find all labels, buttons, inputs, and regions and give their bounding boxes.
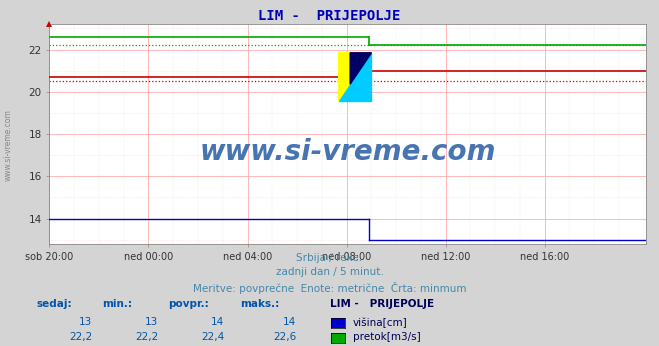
Text: 22,6: 22,6: [273, 332, 297, 342]
Text: 13: 13: [145, 317, 158, 327]
Text: 22,2: 22,2: [135, 332, 158, 342]
Text: povpr.:: povpr.:: [168, 299, 209, 309]
Text: www.si-vreme.com: www.si-vreme.com: [3, 109, 13, 181]
Polygon shape: [350, 53, 372, 84]
Text: min.:: min.:: [102, 299, 132, 309]
Text: 13: 13: [79, 317, 92, 327]
Text: 22,4: 22,4: [201, 332, 224, 342]
Text: LIM -   PRIJEPOLJE: LIM - PRIJEPOLJE: [330, 299, 434, 309]
Text: 22,2: 22,2: [69, 332, 92, 342]
Text: Srbija / reke.: Srbija / reke.: [297, 253, 362, 263]
Polygon shape: [339, 53, 372, 101]
Text: zadnji dan / 5 minut.: zadnji dan / 5 minut.: [275, 267, 384, 277]
Text: Meritve: povprečne  Enote: metrične  Črta: minmum: Meritve: povprečne Enote: metrične Črta:…: [192, 282, 467, 294]
Text: višina[cm]: višina[cm]: [353, 317, 407, 328]
Text: pretok[m3/s]: pretok[m3/s]: [353, 332, 420, 342]
Text: maks.:: maks.:: [241, 299, 280, 309]
Text: 14: 14: [283, 317, 297, 327]
Text: sedaj:: sedaj:: [36, 299, 72, 309]
Polygon shape: [339, 53, 372, 101]
Text: LIM -  PRIJEPOLJE: LIM - PRIJEPOLJE: [258, 9, 401, 22]
Text: www.si-vreme.com: www.si-vreme.com: [200, 138, 496, 166]
Text: 14: 14: [211, 317, 224, 327]
